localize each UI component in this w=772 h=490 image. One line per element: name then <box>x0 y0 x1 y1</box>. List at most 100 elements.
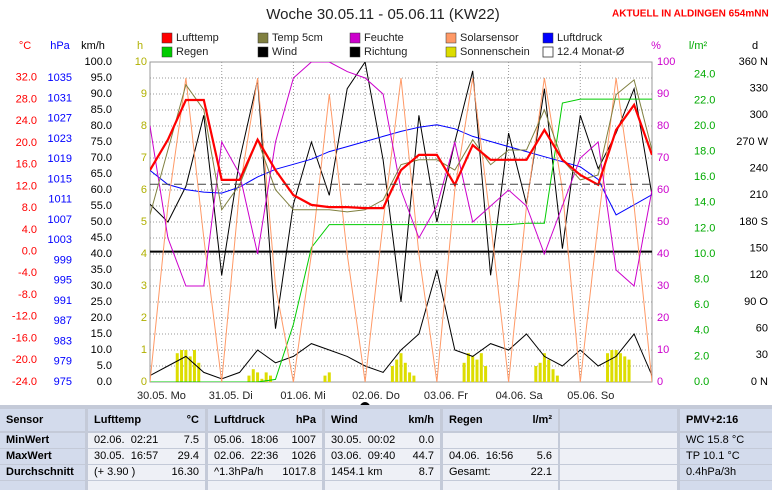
x-tick-label: 30.05. Mo <box>137 390 186 402</box>
sunshine-bar <box>466 353 470 382</box>
y-tick-label: 12.0 <box>694 222 715 234</box>
header-cell: Regen <box>449 414 483 426</box>
sunshine-bar <box>390 366 394 382</box>
y-tick-label: 95.0 <box>91 72 112 84</box>
panel-row <box>325 465 440 480</box>
legend-label: Wind <box>272 46 297 58</box>
chart-title: Woche 30.05.11 - 05.06.11 (KW22) <box>266 6 499 23</box>
legend-label: Feuchte <box>364 32 404 44</box>
sunshine-bar <box>606 353 610 382</box>
y-tick-label: 24.0 <box>16 115 37 127</box>
y-tick-label: 15.0 <box>91 328 112 340</box>
sunshine-bar <box>256 372 260 382</box>
y-tick-label: 1007 <box>48 214 72 226</box>
series-line <box>150 98 652 210</box>
panel-header <box>680 409 772 431</box>
sunshine-bar <box>623 356 627 382</box>
y-tick-label: 10.0 <box>694 248 715 260</box>
panel-row <box>88 433 205 448</box>
panel-header <box>325 409 440 431</box>
panel-row <box>0 481 85 490</box>
y-tick-label: 983 <box>54 335 72 347</box>
table-cell: 0.4hPa/3h <box>686 466 737 478</box>
y-tick-label: 22.0 <box>694 94 715 106</box>
y-tick-label: 14.0 <box>694 197 715 209</box>
y-tick-label: 60 <box>657 184 669 196</box>
x-tick-label: 05.06. So <box>567 390 614 402</box>
y-tick-label: 120 <box>750 269 768 281</box>
y-tick-label: 1031 <box>48 92 72 104</box>
legend-swatch <box>542 46 554 58</box>
panel-row <box>443 449 558 464</box>
y-tick-label: 8.0 <box>694 274 709 286</box>
y-tick-label: -12.0 <box>12 311 37 323</box>
y-tick-label: 10.0 <box>91 344 112 356</box>
y-tick-label: 0.0 <box>97 376 112 388</box>
header-cell: Sensor <box>6 414 44 426</box>
y-tick-label: 0 <box>141 376 147 388</box>
legend-swatch <box>257 32 269 44</box>
y-tick-label: 90 <box>657 88 669 100</box>
sunshine-bar <box>627 359 631 382</box>
y-tick-label: -20.0 <box>12 354 37 366</box>
y-tick-label: 991 <box>54 295 72 307</box>
x-tick-label: 31.05. Di <box>209 390 253 402</box>
header-cell: PMV+2:16 <box>686 414 739 426</box>
panel-row <box>443 481 558 490</box>
legend-swatch <box>349 46 361 58</box>
y-tick-label: 9 <box>141 88 147 100</box>
y-tick-label: 2.0 <box>694 350 709 362</box>
panel-row <box>680 449 772 464</box>
sunshine-bar <box>547 359 551 382</box>
y-tick-label: 55.0 <box>91 200 112 212</box>
sunshine-bar <box>175 353 179 382</box>
y-tick-label: 987 <box>54 315 72 327</box>
y-tick-label: 70.0 <box>91 152 112 164</box>
table-cell: ^1.3hPa/h <box>214 466 264 478</box>
table-cell: 16.30 <box>171 466 199 478</box>
y-tick-label: 0 <box>657 376 663 388</box>
y-tick-label: 8 <box>141 120 147 132</box>
header-cell: Luftdruck <box>214 414 265 426</box>
y-tick-label: 20.0 <box>16 137 37 149</box>
y-tick-label: 6.0 <box>694 299 709 311</box>
panel-header <box>88 409 205 431</box>
axis-unit-label: l/m² <box>689 40 708 52</box>
table-cell: 22.1 <box>530 466 552 478</box>
sunshine-bar <box>197 362 201 382</box>
y-tick-label: 16.0 <box>694 171 715 183</box>
x-tick-label: 01.06. Mi <box>280 390 325 402</box>
table-cell: 30.05. 16:57 <box>94 450 159 462</box>
y-tick-label: 210 <box>750 189 768 201</box>
axis-unit-label: °C <box>19 40 31 52</box>
sunshine-bar <box>610 350 614 382</box>
sunshine-bar <box>247 375 251 382</box>
sunshine-bar <box>264 372 268 382</box>
y-tick-label: 100 <box>657 56 675 68</box>
table-cell: 5.6 <box>536 450 552 462</box>
chart: Woche 30.05.11 - 05.06.11 (KW22) AKTUELL… <box>11 5 769 405</box>
series-line <box>150 62 652 329</box>
table-cell: 1026 <box>291 450 316 462</box>
y-tick-label: 80 <box>657 120 669 132</box>
table-cell: 03.06. 09:40 <box>331 450 396 462</box>
legend-swatch <box>542 32 554 44</box>
panel-row <box>0 433 85 448</box>
y-tick-label: 40 <box>657 248 669 260</box>
sunshine-bar <box>555 375 559 382</box>
series-line <box>150 269 652 380</box>
y-tick-label: 360 N <box>739 56 768 68</box>
sunshine-bar <box>180 350 184 382</box>
y-tick-label: 32.0 <box>16 72 37 84</box>
sunshine-bar <box>484 366 488 382</box>
header-cell: MinWert <box>6 434 50 446</box>
series-line <box>150 124 652 216</box>
sunshine-bar <box>192 350 196 382</box>
y-tick-label: 180 S <box>739 216 768 228</box>
panel-row <box>0 465 85 480</box>
table-cell: 30.05. 00:02 <box>331 434 396 446</box>
x-tick-label: 04.06. Sa <box>496 390 544 402</box>
y-tick-label: 300 <box>750 109 768 121</box>
y-tick-label: 8.0 <box>22 202 37 214</box>
